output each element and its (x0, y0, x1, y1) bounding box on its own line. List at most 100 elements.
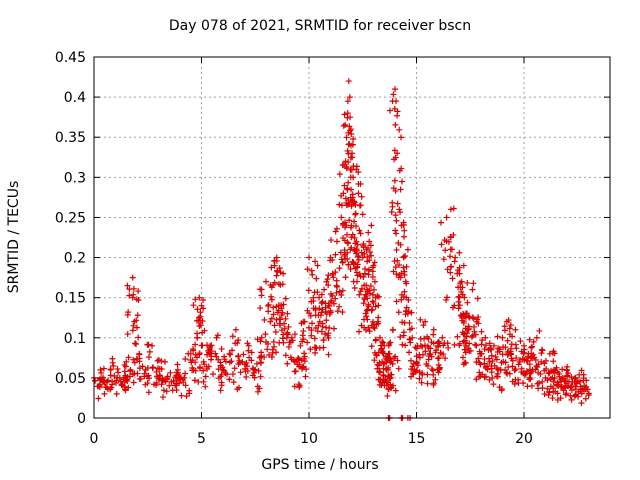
grid-lines (94, 57, 610, 418)
data-point (512, 366, 519, 373)
data-point (390, 91, 397, 98)
data-point (258, 286, 265, 293)
data-point (325, 282, 332, 289)
data-point (336, 265, 343, 272)
data-point (407, 357, 414, 364)
data-point (554, 390, 561, 397)
data-point (346, 217, 353, 224)
data-point (235, 337, 242, 344)
data-point (408, 373, 415, 380)
data-point (417, 316, 424, 323)
data-point (447, 206, 454, 213)
data-point (232, 340, 239, 347)
data-point (136, 358, 143, 365)
data-point (308, 298, 315, 305)
data-point (474, 316, 481, 323)
data-point (368, 307, 375, 314)
data-point (390, 268, 397, 275)
data-point (567, 392, 574, 399)
data-point (297, 342, 304, 349)
data-point (440, 256, 447, 263)
data-point (213, 353, 220, 360)
data-point (532, 357, 539, 364)
data-point (262, 331, 269, 338)
data-point (347, 142, 354, 149)
data-point (278, 311, 285, 318)
data-point (472, 341, 479, 348)
data-point (368, 343, 375, 350)
data-point (164, 375, 171, 382)
data-point (511, 367, 518, 374)
data-point (475, 355, 482, 362)
data-point (401, 288, 408, 295)
data-point (402, 342, 409, 349)
data-point (341, 252, 348, 259)
data-point (257, 359, 264, 366)
data-point (419, 351, 426, 358)
data-point (502, 359, 509, 366)
data-point (115, 369, 122, 376)
data-point (196, 294, 203, 301)
data-point (474, 295, 481, 302)
data-point (208, 342, 215, 349)
x-tick-label: 15 (408, 431, 426, 447)
data-point (575, 393, 582, 400)
data-point (212, 350, 219, 357)
data-point (325, 351, 332, 358)
data-point (493, 356, 500, 363)
data-point (251, 374, 258, 381)
data-point (144, 373, 151, 380)
data-point (236, 359, 243, 366)
data-point (344, 147, 351, 154)
data-point (192, 296, 199, 303)
data-point (301, 353, 308, 360)
data-point (258, 334, 265, 341)
data-point (393, 217, 400, 224)
data-point (280, 339, 287, 346)
data-point (436, 340, 443, 347)
data-point (217, 362, 224, 369)
data-point (306, 254, 312, 261)
x-tick-label: 0 (90, 431, 99, 447)
data-point (248, 349, 255, 356)
data-point (359, 211, 366, 218)
data-point (343, 202, 350, 209)
data-point (499, 334, 506, 341)
data-point (311, 335, 318, 342)
data-point (130, 291, 137, 298)
data-point (519, 355, 526, 362)
data-point (292, 368, 299, 375)
x-tick-label: 20 (515, 431, 533, 447)
data-point (189, 367, 196, 374)
data-point (155, 356, 162, 363)
data-point (481, 346, 488, 353)
data-point (109, 355, 116, 362)
plot-frame (93, 56, 611, 419)
data-point (346, 94, 353, 101)
data-point (342, 158, 349, 165)
data-point (424, 380, 431, 387)
data-point (470, 280, 477, 287)
data-point (125, 354, 132, 361)
data-point (424, 371, 431, 378)
data-point (358, 285, 365, 292)
data-point (358, 249, 365, 256)
data-point (447, 269, 454, 276)
data-point (370, 262, 377, 269)
data-point (579, 385, 586, 392)
data-point (332, 295, 339, 302)
data-point (195, 378, 202, 385)
data-point (486, 340, 493, 347)
data-point (162, 378, 169, 385)
data-point (268, 315, 275, 322)
data-point (316, 305, 323, 312)
data-point (562, 382, 569, 389)
data-point (122, 387, 129, 394)
data-point (502, 366, 509, 373)
data-point (455, 298, 462, 305)
data-point (507, 322, 514, 329)
data-point (166, 382, 173, 389)
data-point (490, 381, 497, 388)
data-point (375, 302, 382, 309)
data-point (194, 334, 201, 341)
